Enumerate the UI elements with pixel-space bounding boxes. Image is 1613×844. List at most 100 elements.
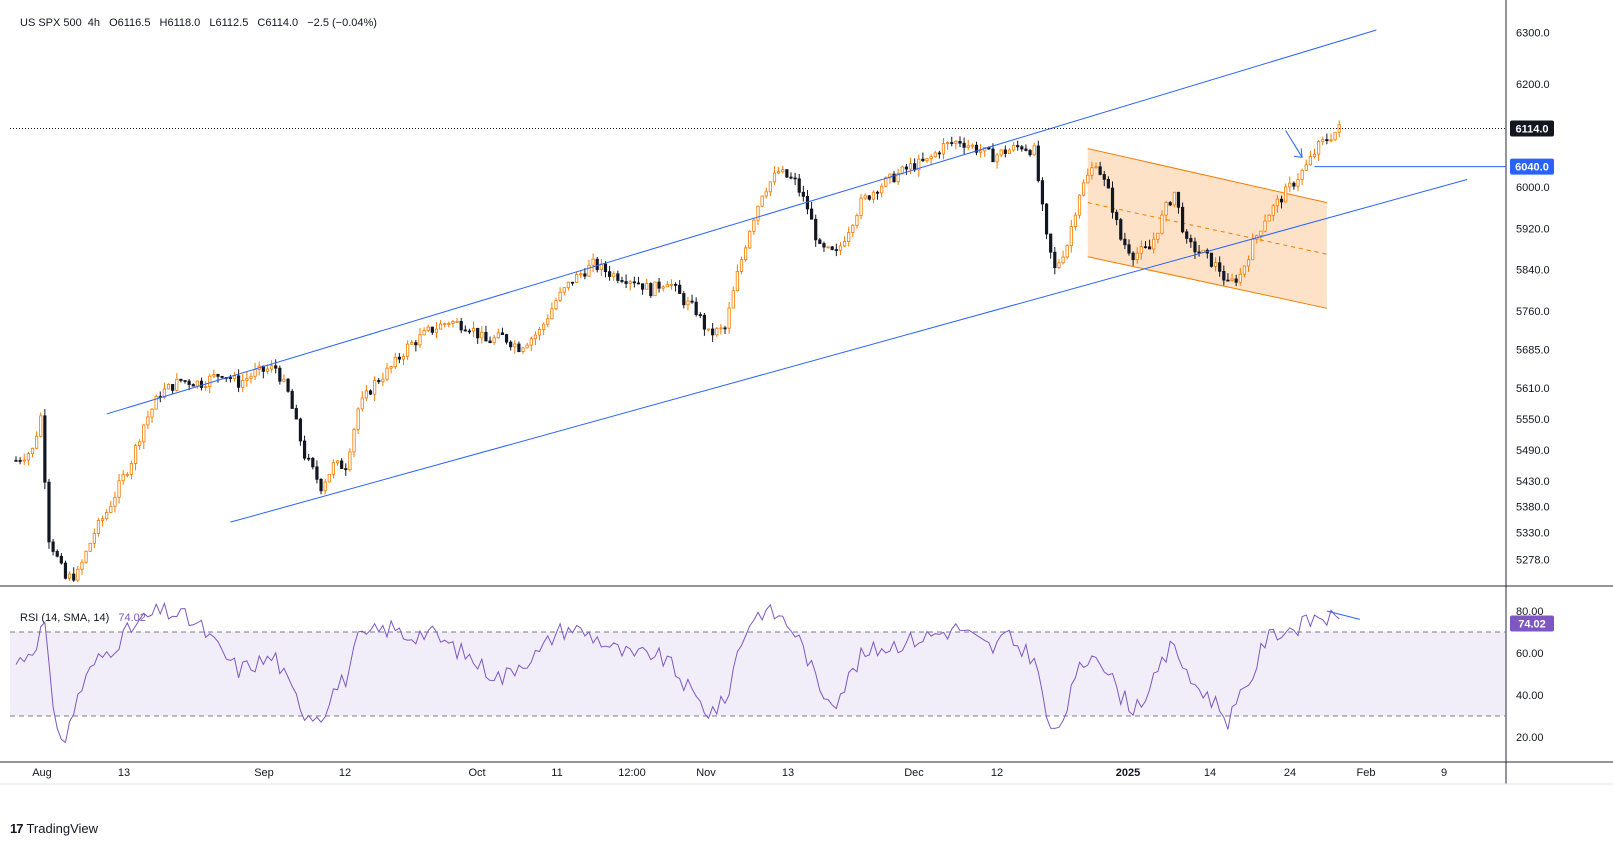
candle-body bbox=[768, 181, 772, 193]
candle-body bbox=[1106, 178, 1110, 189]
time-tick-label: Nov bbox=[696, 767, 716, 779]
candle-body bbox=[550, 308, 554, 320]
candle-body bbox=[274, 365, 278, 369]
candle-body bbox=[356, 408, 360, 430]
candle-body bbox=[1148, 246, 1152, 250]
candle-body bbox=[946, 142, 950, 145]
candle-body bbox=[1164, 202, 1168, 216]
candle-body bbox=[900, 166, 904, 174]
time-tick-label: 14 bbox=[1204, 767, 1216, 779]
candle-body bbox=[533, 334, 538, 340]
annotation-arrow-icon bbox=[1285, 130, 1303, 158]
candle-body bbox=[88, 542, 92, 552]
candle-body bbox=[1020, 146, 1024, 150]
candle-body bbox=[434, 328, 439, 333]
price-tick-label: 5490.0 bbox=[1516, 445, 1550, 457]
candle-body bbox=[838, 245, 843, 251]
candle-body bbox=[1275, 198, 1279, 207]
rsi-label[interactable]: RSI (14, SMA, 14) bbox=[20, 612, 110, 624]
candle-body bbox=[121, 474, 125, 482]
candle-body bbox=[1135, 252, 1139, 261]
candle-body bbox=[579, 273, 583, 276]
candle-body bbox=[892, 173, 896, 183]
candle-body bbox=[138, 441, 142, 447]
candle-body bbox=[1168, 202, 1172, 206]
candle-body bbox=[1300, 169, 1304, 180]
candle-body bbox=[1102, 174, 1106, 180]
level-badge-bg bbox=[1510, 158, 1554, 175]
candle-body bbox=[199, 380, 204, 388]
candle-body bbox=[352, 429, 356, 453]
symbol-label[interactable]: US SPX 500 bbox=[20, 17, 82, 29]
descending-channel-bottom bbox=[1087, 256, 1327, 309]
candle-body bbox=[937, 152, 941, 155]
rsi-divergence-line bbox=[1326, 610, 1360, 620]
candle-body bbox=[1016, 145, 1020, 148]
price-tick-label: 5840.0 bbox=[1516, 265, 1550, 277]
candle-body bbox=[422, 330, 426, 336]
candle-body bbox=[43, 415, 47, 483]
candle-body bbox=[364, 390, 368, 399]
candle-body bbox=[888, 173, 892, 179]
candle-body bbox=[492, 337, 496, 344]
candle-body bbox=[958, 140, 962, 144]
candle-body bbox=[133, 445, 138, 464]
candle-body bbox=[109, 505, 113, 513]
candle-body bbox=[1044, 203, 1049, 235]
candle-body bbox=[636, 282, 641, 285]
candle-body bbox=[513, 343, 517, 348]
candle-body bbox=[389, 366, 393, 369]
candle-body bbox=[1251, 238, 1255, 261]
candle-body bbox=[863, 195, 867, 199]
candle-body bbox=[1160, 214, 1164, 234]
candle-body bbox=[471, 327, 476, 332]
candle-body bbox=[608, 271, 612, 277]
price-tick-label: 6300.0 bbox=[1516, 28, 1550, 40]
candle-body bbox=[1172, 191, 1176, 206]
candle-body bbox=[220, 375, 224, 378]
candle-body bbox=[100, 518, 105, 521]
candle-body bbox=[1069, 226, 1073, 246]
candle-body bbox=[517, 343, 521, 353]
candle-body bbox=[941, 143, 946, 155]
candle-body bbox=[628, 281, 632, 284]
tradingview-brand[interactable]: 17 TradingView bbox=[10, 821, 98, 836]
timeframe-label[interactable]: 4h bbox=[87, 17, 101, 29]
candle-body bbox=[719, 327, 723, 330]
candle-body bbox=[690, 300, 694, 303]
candle-body bbox=[686, 300, 690, 306]
candle-body bbox=[826, 246, 830, 249]
candle-body bbox=[1193, 241, 1197, 253]
candle-body bbox=[785, 169, 789, 178]
candle-body bbox=[1003, 149, 1007, 154]
candle-body bbox=[871, 191, 876, 200]
candle-body bbox=[1209, 252, 1214, 267]
candle-body bbox=[426, 326, 430, 331]
candle-body bbox=[789, 176, 793, 179]
candle-body bbox=[39, 415, 43, 437]
candle-body bbox=[632, 281, 636, 284]
candle-body bbox=[1036, 145, 1040, 182]
candle-body bbox=[1197, 251, 1201, 254]
candle-body bbox=[278, 367, 282, 382]
candle-body bbox=[842, 241, 847, 247]
candle-body bbox=[1304, 164, 1308, 171]
candle-body bbox=[335, 460, 340, 464]
candle-body bbox=[1329, 139, 1333, 142]
candle-body bbox=[1082, 182, 1086, 196]
candle-body bbox=[752, 219, 756, 232]
candle-body bbox=[447, 322, 451, 325]
candle-body bbox=[678, 284, 682, 294]
candle-body bbox=[1156, 232, 1160, 240]
candle-body bbox=[1259, 230, 1263, 237]
candle-body bbox=[302, 440, 307, 459]
candle-body bbox=[1110, 187, 1115, 213]
candle-body bbox=[443, 323, 447, 326]
time-tick-label: 13 bbox=[118, 767, 130, 779]
candle-body bbox=[377, 380, 381, 383]
candle-body bbox=[22, 459, 26, 462]
candle-body bbox=[480, 331, 484, 339]
candle-body bbox=[797, 178, 801, 193]
candle-body bbox=[562, 287, 566, 293]
